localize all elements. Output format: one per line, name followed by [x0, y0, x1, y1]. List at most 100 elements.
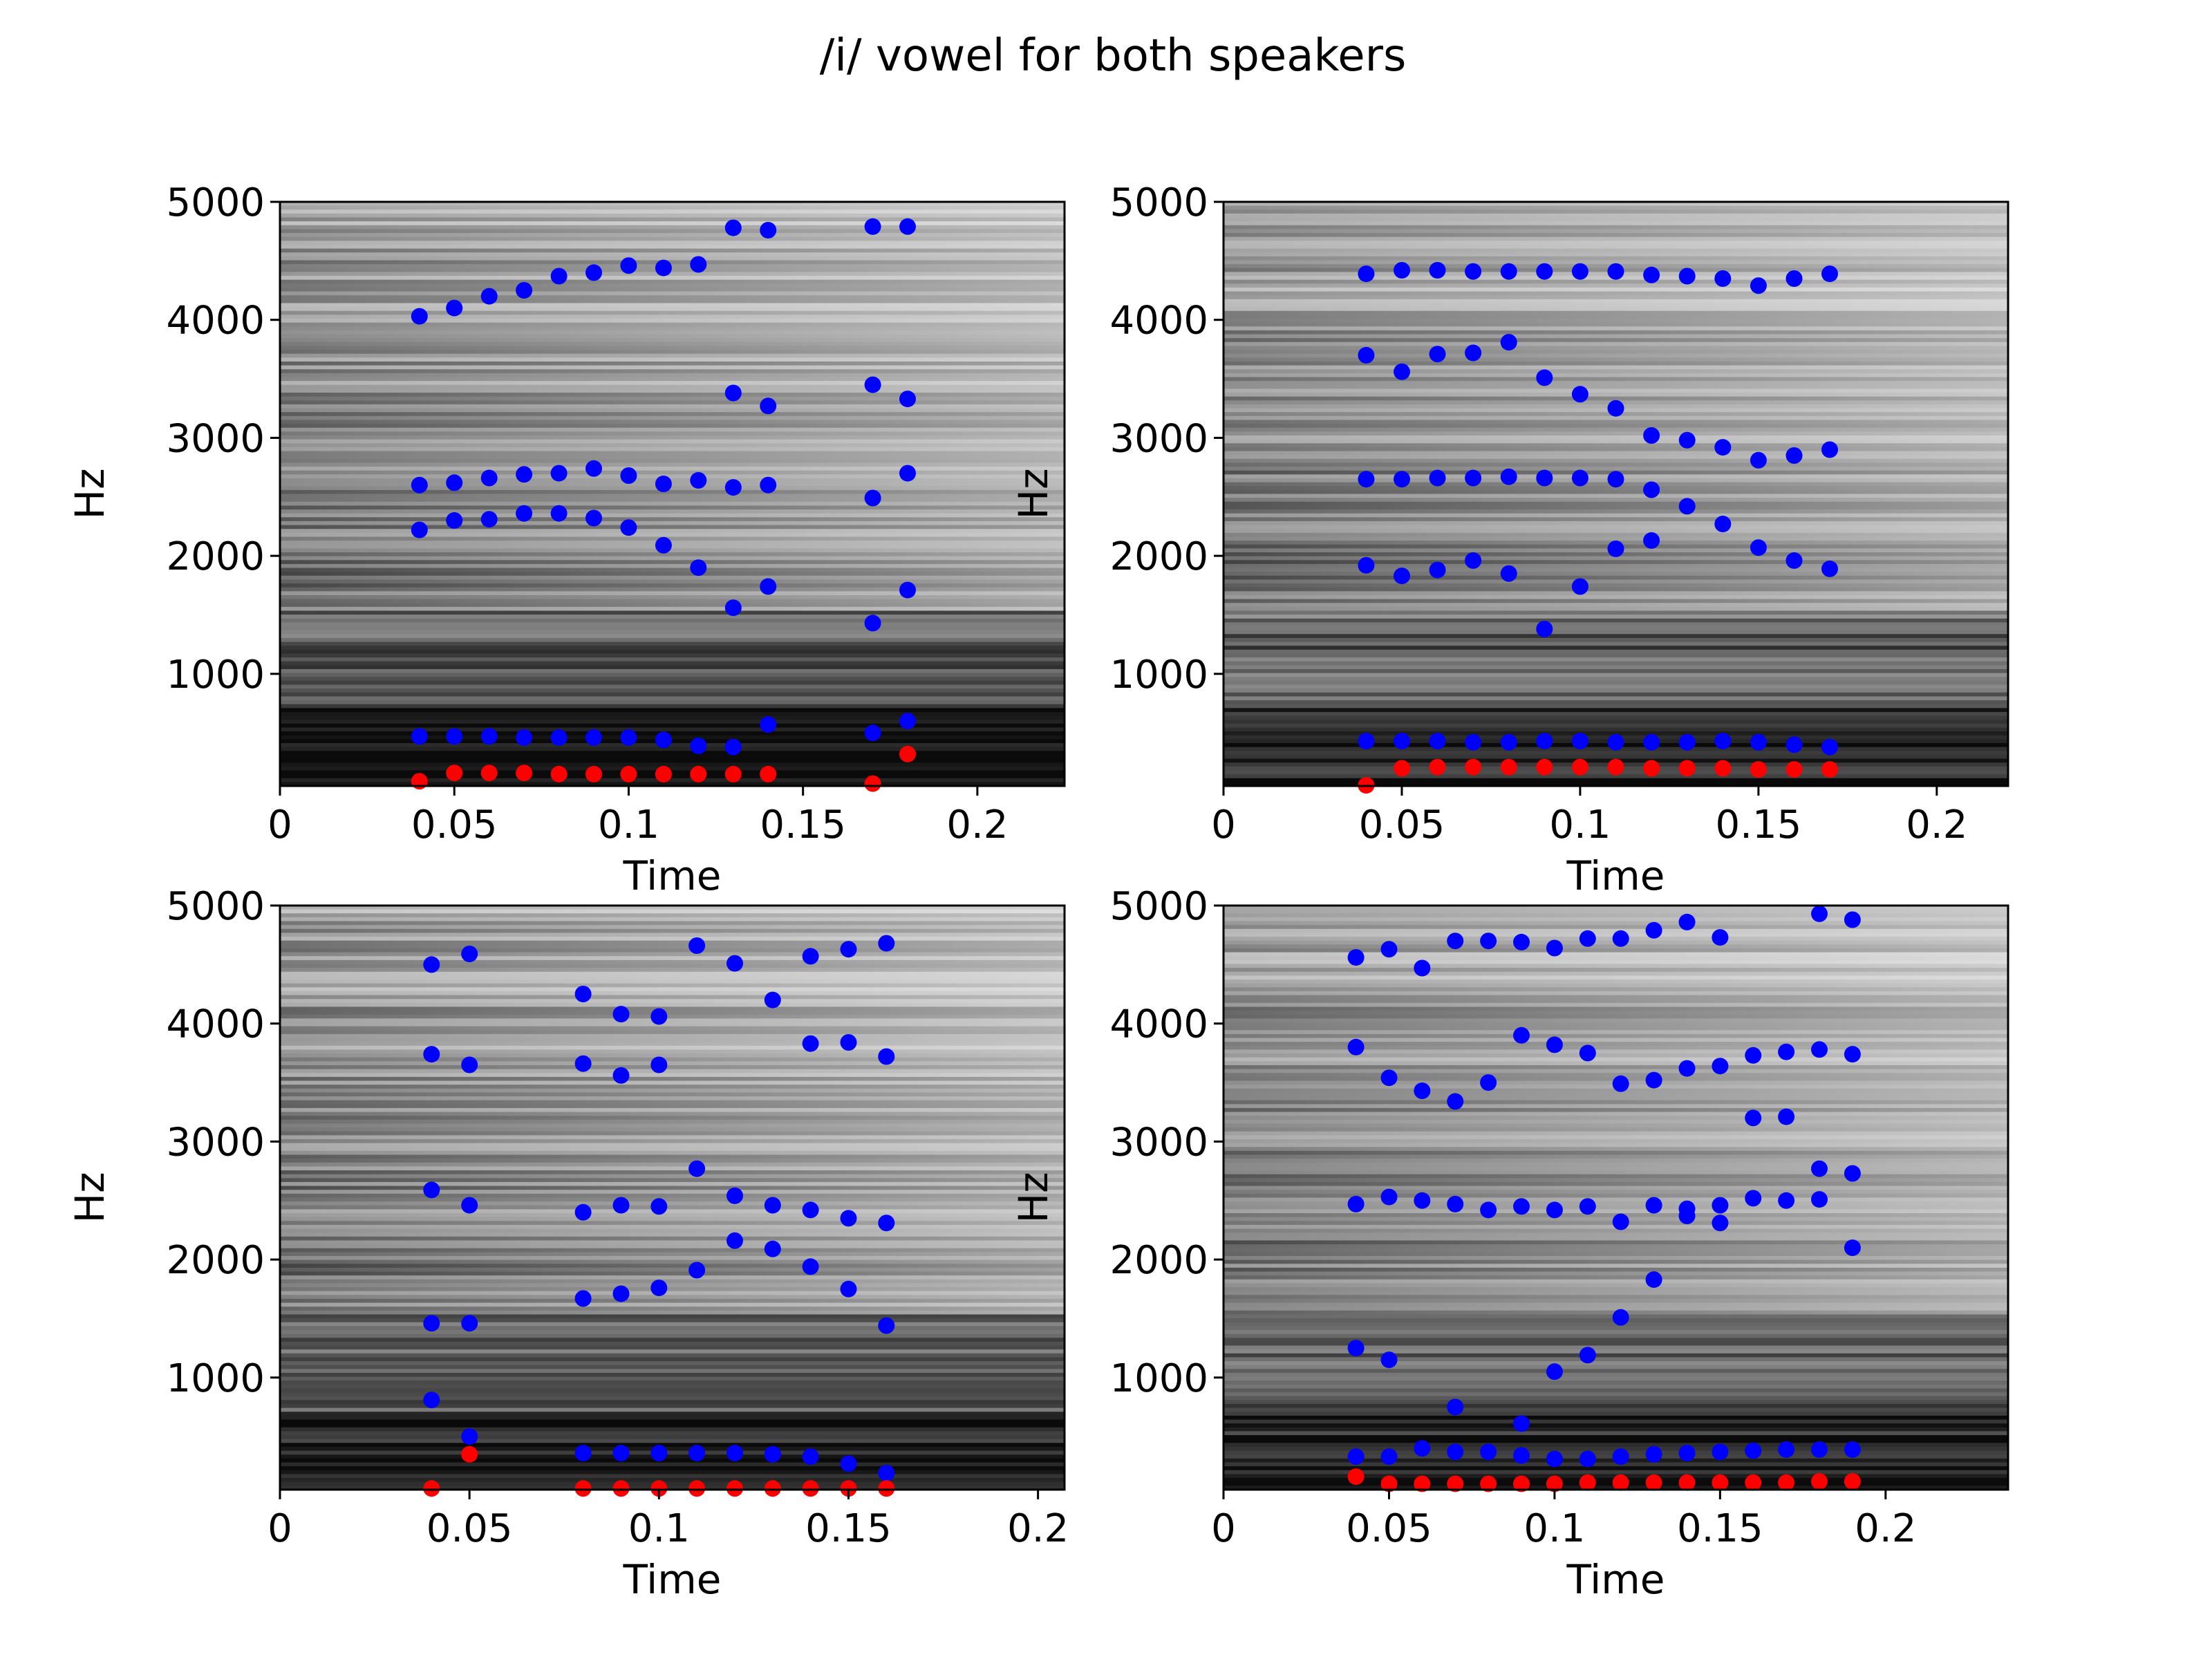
- data-point: [764, 991, 781, 1009]
- subplot-bottom-left: 0 0.05 0.1 0.15 0.2 1000 2000 3000 4000 5000 Time H…: [66, 884, 1069, 1603]
- x-axis-label: Time: [1566, 852, 1665, 899]
- data-point: [1643, 427, 1660, 444]
- subplot-grid: 0 0.05 0.1 0.15 0.2 1000 2000 3000 4000 5000 Time H…: [66, 180, 2009, 1603]
- data-point: [1844, 1165, 1861, 1182]
- data-point: [650, 1008, 668, 1025]
- data-point: [1465, 733, 1482, 751]
- x-tick-label: 0.15: [1716, 803, 1802, 847]
- data-point: [760, 765, 777, 782]
- data-point: [1607, 263, 1624, 280]
- data-point: [1612, 1309, 1629, 1326]
- y-tick-label: 3000: [1109, 1120, 1208, 1165]
- data-point: [574, 1445, 592, 1462]
- data-point: [1712, 1197, 1729, 1214]
- y-axis-label: Hz: [1010, 1172, 1057, 1223]
- y-tick-label: 5000: [166, 884, 265, 929]
- data-point: [516, 282, 533, 299]
- data-point: [1536, 263, 1553, 280]
- data-point: [1513, 1447, 1530, 1464]
- data-point: [1844, 1473, 1861, 1490]
- data-point: [1678, 268, 1696, 285]
- data-point: [446, 512, 463, 529]
- pitch-series: [1358, 758, 1838, 794]
- data-point: [864, 489, 881, 507]
- data-point: [480, 765, 498, 782]
- data-point: [1513, 933, 1530, 950]
- data-point: [446, 474, 463, 491]
- data-point: [1645, 1445, 1662, 1463]
- data-point: [1465, 263, 1482, 280]
- data-point: [1821, 738, 1838, 756]
- data-point: [1579, 1347, 1596, 1364]
- data-point: [411, 521, 428, 538]
- data-point: [1571, 386, 1588, 403]
- data-point: [1612, 1474, 1629, 1491]
- data-point: [690, 738, 707, 754]
- data-point: [1347, 1468, 1365, 1485]
- data-point: [620, 257, 637, 274]
- data-point: [423, 956, 440, 973]
- data-point: [1678, 1060, 1696, 1077]
- data-point: [1785, 761, 1803, 778]
- data-point: [1571, 733, 1588, 750]
- x-axis-label: Time: [623, 852, 722, 899]
- data-point: [724, 738, 742, 756]
- y-tick-label: 3000: [166, 1120, 265, 1165]
- data-point: [1811, 1041, 1828, 1058]
- data-point: [480, 511, 498, 528]
- data-point: [899, 713, 916, 730]
- data-point: [1811, 905, 1828, 922]
- data-point: [655, 476, 672, 492]
- data-point: [1678, 1474, 1696, 1491]
- data-point: [1745, 1474, 1762, 1491]
- y-tick-label: 2000: [1109, 1238, 1208, 1283]
- data-point: [690, 471, 707, 489]
- data-point: [1645, 1271, 1662, 1288]
- data-point: [1821, 265, 1838, 283]
- data-point: [1500, 334, 1517, 351]
- data-point: [1347, 1448, 1365, 1465]
- data-point: [612, 1197, 630, 1214]
- data-point: [1844, 911, 1861, 928]
- data-point: [1714, 516, 1732, 532]
- y-tick-label: 5000: [166, 180, 265, 225]
- data-point: [1447, 932, 1464, 950]
- data-point: [1643, 733, 1660, 751]
- y-tick-label: 4000: [1109, 1002, 1208, 1047]
- data-point: [650, 1198, 668, 1215]
- y-tick-label: 2000: [166, 534, 265, 579]
- data-point: [1612, 1448, 1629, 1465]
- data-point: [760, 222, 777, 238]
- data-point: [1394, 568, 1410, 585]
- data-point: [411, 308, 428, 325]
- data-point: [461, 946, 478, 962]
- data-point: [1750, 539, 1767, 556]
- data-point: [1546, 939, 1563, 957]
- data-point: [1546, 1450, 1563, 1468]
- data-point: [1785, 270, 1803, 287]
- data-point: [411, 476, 428, 494]
- data-point: [1536, 621, 1553, 637]
- data-point: [899, 218, 916, 235]
- data-point: [574, 1203, 592, 1221]
- data-point: [1394, 733, 1410, 750]
- data-point: [878, 1215, 895, 1232]
- data-point: [1811, 1191, 1828, 1208]
- data-point: [724, 599, 742, 617]
- data-point: [1714, 733, 1732, 750]
- data-point: [1429, 733, 1446, 750]
- data-point: [1579, 1198, 1596, 1215]
- data-point: [1643, 266, 1660, 283]
- data-point: [760, 476, 777, 494]
- data-point: [480, 288, 498, 305]
- data-point: [1645, 1197, 1662, 1214]
- data-point: [1380, 1188, 1398, 1206]
- data-point: [1358, 556, 1375, 574]
- x-tick-label: 0.15: [1677, 1506, 1763, 1551]
- data-point: [760, 578, 777, 595]
- data-point: [1821, 761, 1838, 778]
- data-point: [764, 1240, 781, 1257]
- data-point: [446, 765, 463, 782]
- data-point: [727, 1187, 743, 1204]
- data-point: [411, 773, 428, 790]
